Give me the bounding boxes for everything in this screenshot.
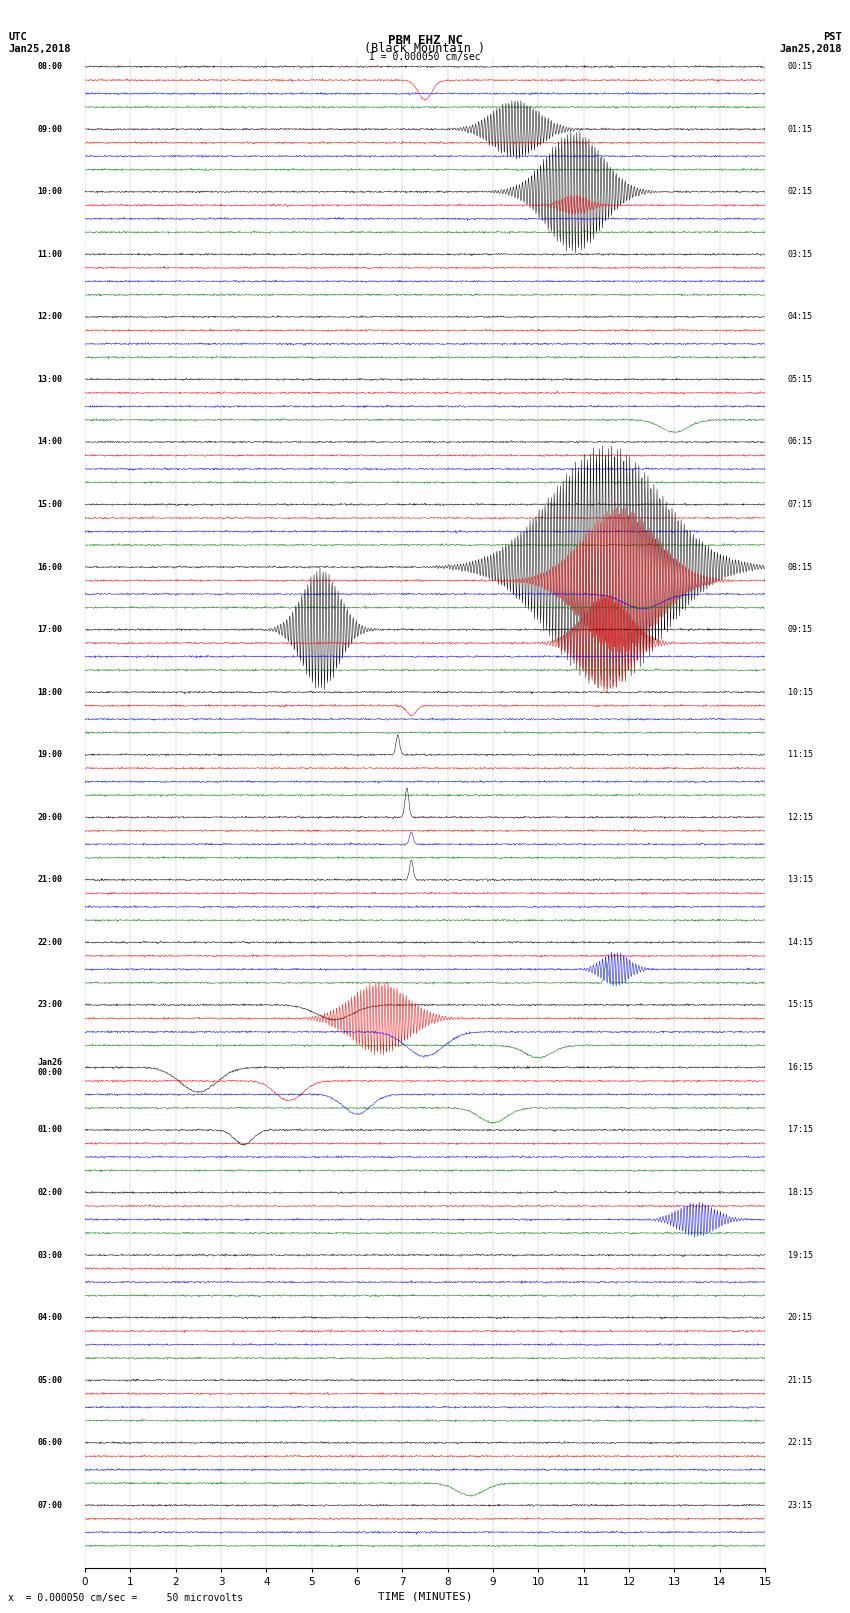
Text: 12:00: 12:00 xyxy=(37,313,62,321)
Text: Jan26
00:00: Jan26 00:00 xyxy=(37,1058,62,1077)
Text: (Black Mountain ): (Black Mountain ) xyxy=(365,42,485,55)
Text: 18:00: 18:00 xyxy=(37,687,62,697)
Text: 14:00: 14:00 xyxy=(37,437,62,447)
Text: 08:15: 08:15 xyxy=(788,563,813,571)
Text: 10:15: 10:15 xyxy=(788,687,813,697)
Text: 19:15: 19:15 xyxy=(788,1250,813,1260)
Text: 17:15: 17:15 xyxy=(788,1126,813,1134)
Text: 01:15: 01:15 xyxy=(788,124,813,134)
Text: 05:15: 05:15 xyxy=(788,374,813,384)
Text: 09:15: 09:15 xyxy=(788,626,813,634)
Text: 04:00: 04:00 xyxy=(37,1313,62,1323)
Text: 18:15: 18:15 xyxy=(788,1189,813,1197)
Text: 12:15: 12:15 xyxy=(788,813,813,821)
Text: 14:15: 14:15 xyxy=(788,937,813,947)
Text: 23:15: 23:15 xyxy=(788,1500,813,1510)
Text: 09:00: 09:00 xyxy=(37,124,62,134)
Text: 17:00: 17:00 xyxy=(37,626,62,634)
Text: x  = 0.000050 cm/sec =     50 microvolts: x = 0.000050 cm/sec = 50 microvolts xyxy=(8,1594,243,1603)
Text: 22:00: 22:00 xyxy=(37,937,62,947)
Text: 13:15: 13:15 xyxy=(788,876,813,884)
Text: 19:00: 19:00 xyxy=(37,750,62,760)
Text: 07:00: 07:00 xyxy=(37,1500,62,1510)
Text: 21:00: 21:00 xyxy=(37,876,62,884)
Text: 07:15: 07:15 xyxy=(788,500,813,510)
Text: 22:15: 22:15 xyxy=(788,1439,813,1447)
Text: 06:00: 06:00 xyxy=(37,1439,62,1447)
Text: 06:15: 06:15 xyxy=(788,437,813,447)
Text: 03:15: 03:15 xyxy=(788,250,813,258)
Text: 08:00: 08:00 xyxy=(37,63,62,71)
Text: PST
Jan25,2018: PST Jan25,2018 xyxy=(779,32,842,53)
X-axis label: TIME (MINUTES): TIME (MINUTES) xyxy=(377,1590,473,1602)
Text: 04:15: 04:15 xyxy=(788,313,813,321)
Text: 02:15: 02:15 xyxy=(788,187,813,197)
Text: PBM EHZ NC: PBM EHZ NC xyxy=(388,34,462,47)
Text: UTC
Jan25,2018: UTC Jan25,2018 xyxy=(8,32,71,53)
Text: 01:00: 01:00 xyxy=(37,1126,62,1134)
Text: I = 0.000050 cm/sec: I = 0.000050 cm/sec xyxy=(369,52,481,61)
Text: 02:00: 02:00 xyxy=(37,1189,62,1197)
Text: 11:15: 11:15 xyxy=(788,750,813,760)
Text: 03:00: 03:00 xyxy=(37,1250,62,1260)
Text: 16:15: 16:15 xyxy=(788,1063,813,1073)
Text: 15:00: 15:00 xyxy=(37,500,62,510)
Text: 11:00: 11:00 xyxy=(37,250,62,258)
Text: 20:00: 20:00 xyxy=(37,813,62,821)
Text: 15:15: 15:15 xyxy=(788,1000,813,1010)
Text: 10:00: 10:00 xyxy=(37,187,62,197)
Text: 05:00: 05:00 xyxy=(37,1376,62,1384)
Text: 00:15: 00:15 xyxy=(788,63,813,71)
Text: 20:15: 20:15 xyxy=(788,1313,813,1323)
Text: 23:00: 23:00 xyxy=(37,1000,62,1010)
Text: 16:00: 16:00 xyxy=(37,563,62,571)
Text: 21:15: 21:15 xyxy=(788,1376,813,1384)
Text: 13:00: 13:00 xyxy=(37,374,62,384)
